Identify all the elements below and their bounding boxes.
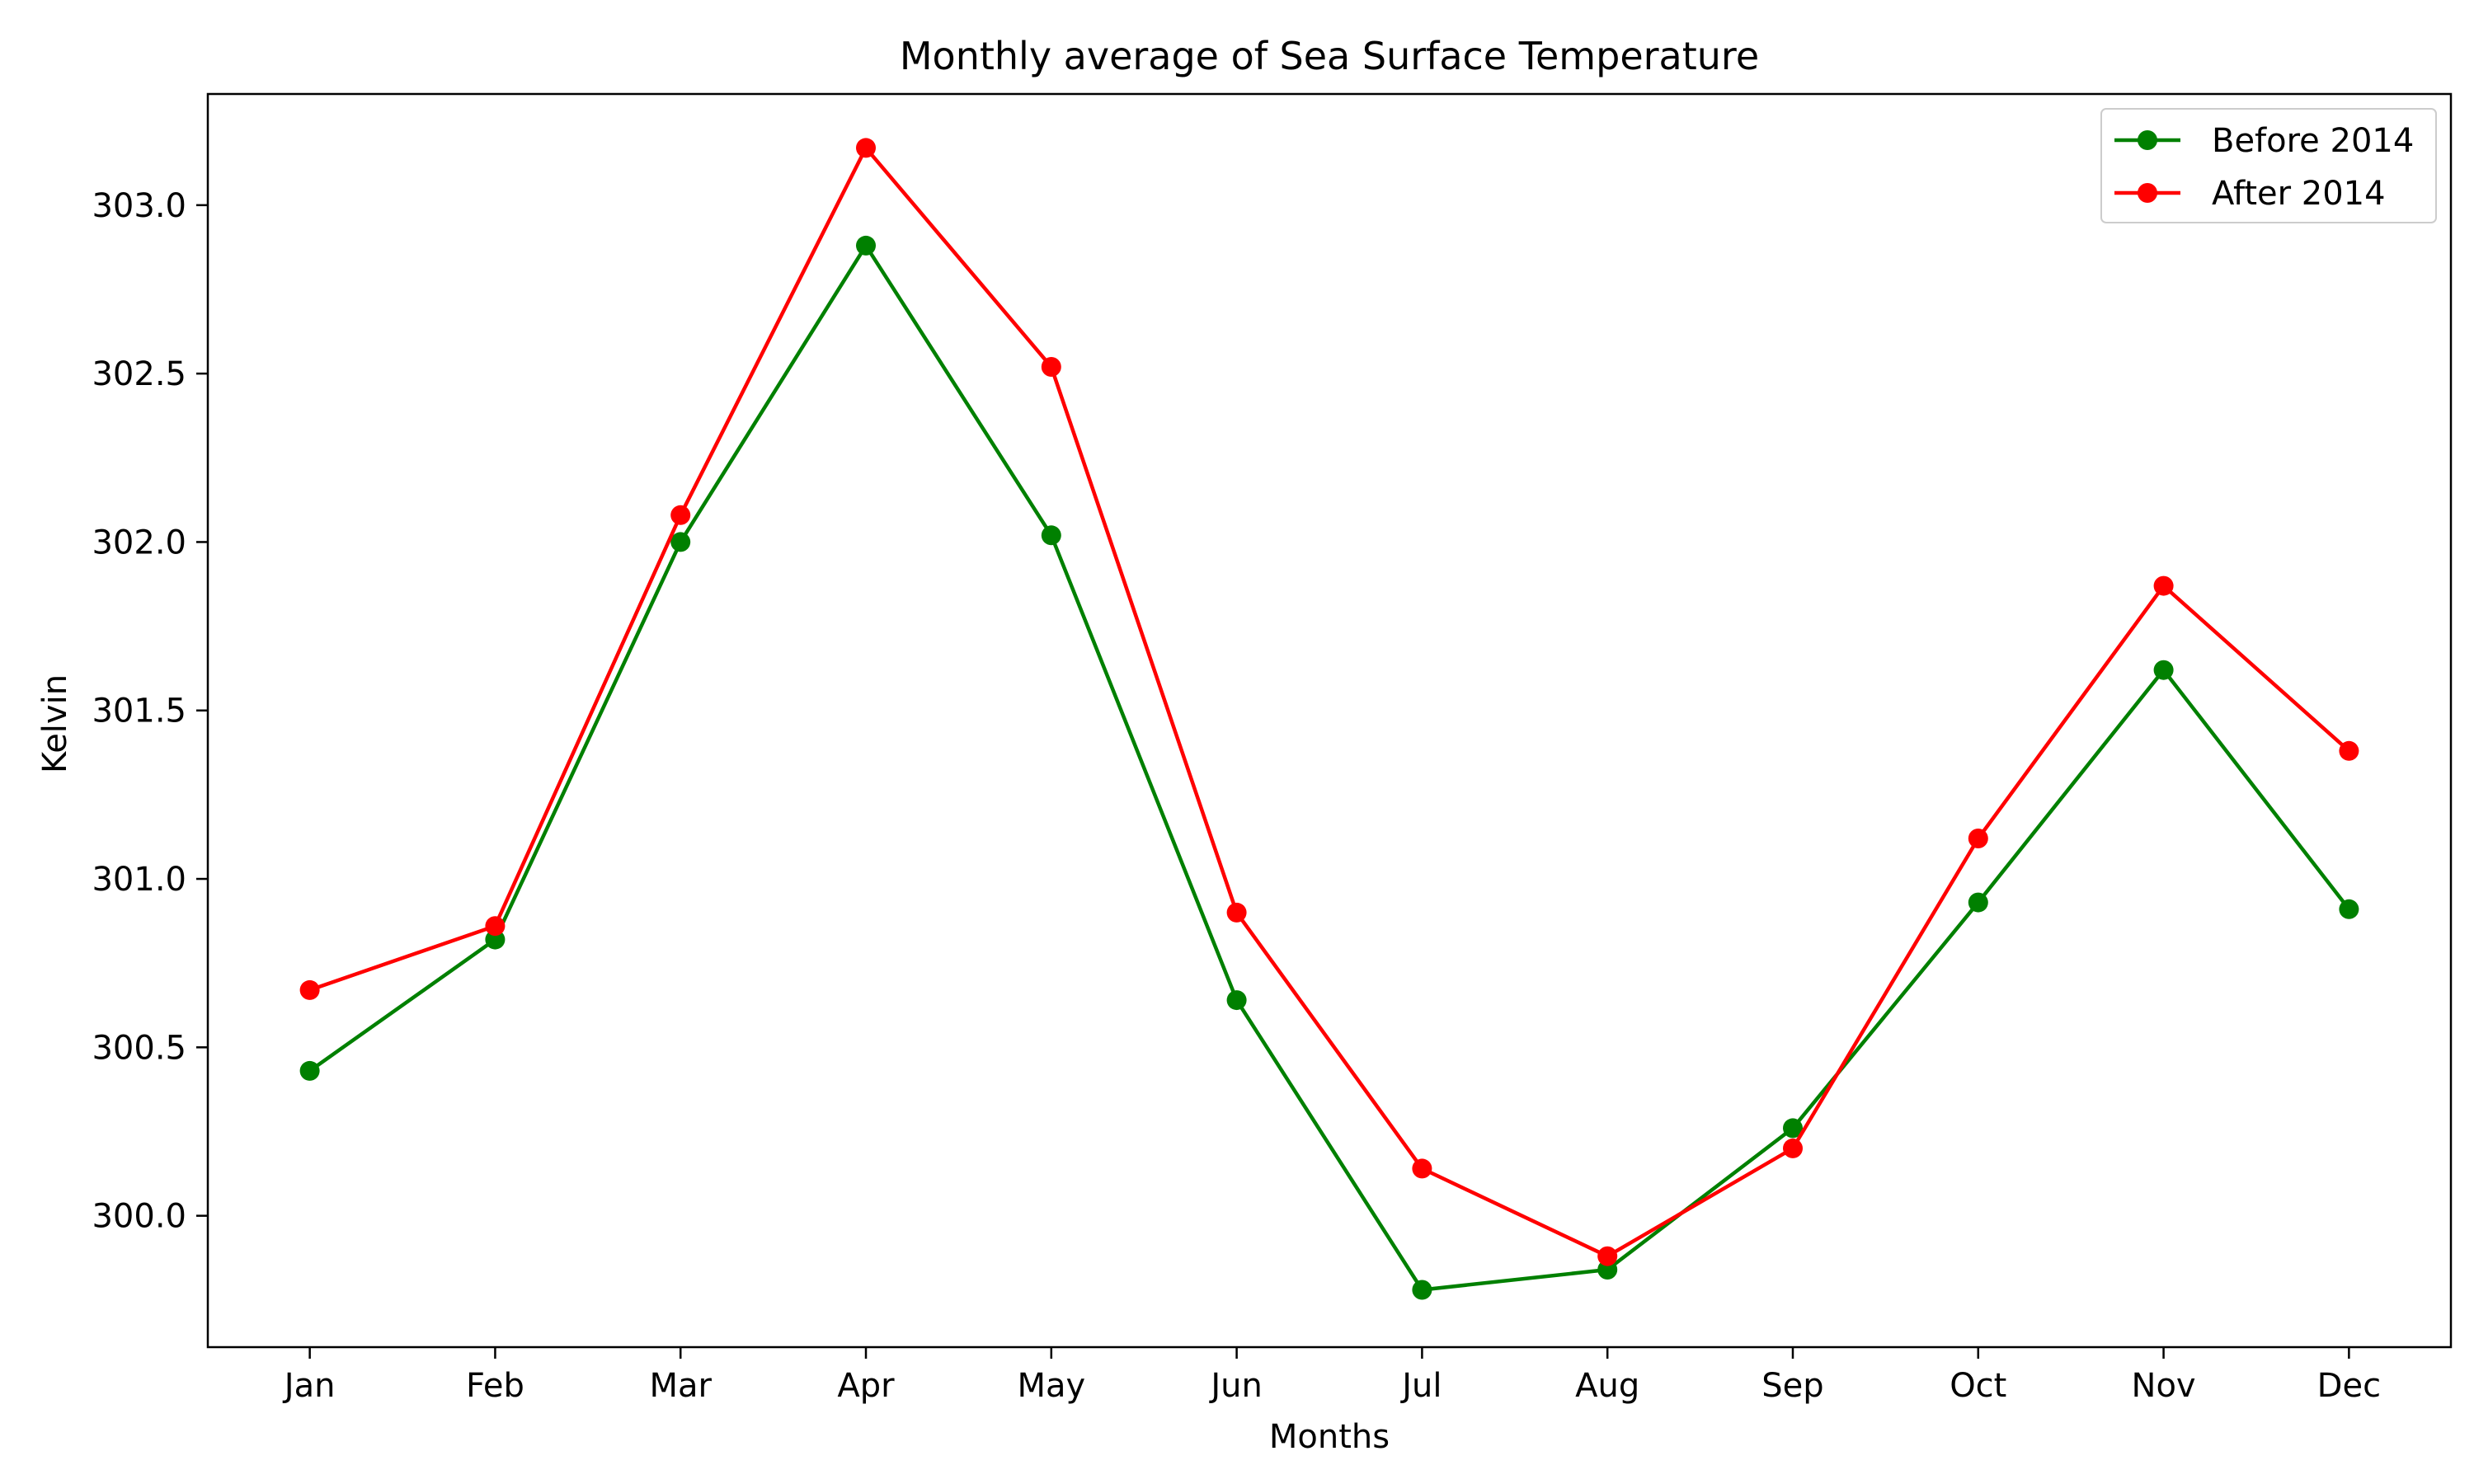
data-point: [1041, 525, 1061, 546]
x-tick-label: Mar: [649, 1367, 712, 1405]
x-tick-label: May: [1017, 1367, 1085, 1405]
legend: Before 2014 After 2014: [2100, 108, 2437, 223]
data-point: [2339, 899, 2359, 919]
data-point: [2153, 660, 2174, 680]
x-tick-label: Sep: [1761, 1367, 1823, 1405]
x-axis-label: Months: [1269, 1418, 1390, 1456]
y-tick-label: 303.0: [92, 187, 186, 225]
y-tick-label: 300.5: [92, 1029, 186, 1067]
data-point: [856, 235, 876, 256]
legend-item: After 2014: [2114, 175, 2386, 213]
series-2: [299, 138, 2359, 1266]
data-point: [2153, 575, 2174, 596]
y-axis: 300.0 300.5 301.0 301.5 302.0 302.5 303.0: [92, 187, 208, 1236]
series-line: [308, 243, 2351, 1292]
y-tick-label: 300.0: [92, 1198, 186, 1236]
data-point: [670, 532, 691, 552]
data-point: [299, 979, 320, 1000]
data-point: [1412, 1280, 1432, 1300]
legend-frame: [2100, 108, 2437, 223]
data-point: [1412, 1158, 1432, 1179]
y-tick-label: 302.0: [92, 524, 186, 561]
data-point: [1041, 357, 1061, 377]
data-point: [485, 929, 506, 950]
data-point: [485, 916, 506, 937]
chart-title: Monthly average of Sea Surface Temperatu…: [900, 34, 1759, 78]
plot-frame: [206, 92, 2453, 1349]
data-point: [1968, 829, 1988, 848]
data-point: [1226, 990, 1247, 1011]
y-axis-label: Kelvin: [36, 674, 74, 773]
data-point: [2339, 740, 2359, 761]
y-tick-label: 301.5: [92, 693, 186, 730]
legend-item: Before 2014: [2114, 122, 2414, 160]
x-tick-label: Jan: [282, 1367, 336, 1405]
legend-label: After 2014: [2212, 175, 2386, 213]
series-layer: [299, 138, 2359, 1300]
y-tick-label: 302.5: [92, 355, 186, 393]
x-tick-label: Dec: [2317, 1367, 2381, 1405]
data-point: [856, 138, 876, 158]
x-tick-label: Jul: [1399, 1367, 1442, 1405]
legend-marker: [2138, 130, 2157, 150]
data-point: [1226, 902, 1247, 923]
data-point: [1783, 1118, 1803, 1139]
series-line: [308, 146, 2351, 1258]
x-axis: Jan Feb Mar Apr May Jun Jul Aug Sep Oct Nov Dec: [282, 1347, 2381, 1405]
x-tick-label: Aug: [1575, 1367, 1639, 1405]
y-tick-label: 301.0: [92, 861, 186, 899]
data-point: [670, 505, 691, 525]
data-point: [1597, 1246, 1618, 1266]
x-tick-label: Jun: [1208, 1367, 1263, 1405]
data-point: [1968, 892, 1988, 913]
legend-marker: [2138, 183, 2157, 203]
x-tick-label: Feb: [466, 1367, 524, 1405]
legend-label: Before 2014: [2212, 122, 2414, 160]
x-tick-label: Apr: [837, 1367, 895, 1405]
data-point: [1783, 1138, 1803, 1158]
data-point: [299, 1060, 320, 1081]
x-tick-label: Oct: [1950, 1367, 2006, 1405]
x-tick-label: Nov: [2132, 1367, 2196, 1405]
